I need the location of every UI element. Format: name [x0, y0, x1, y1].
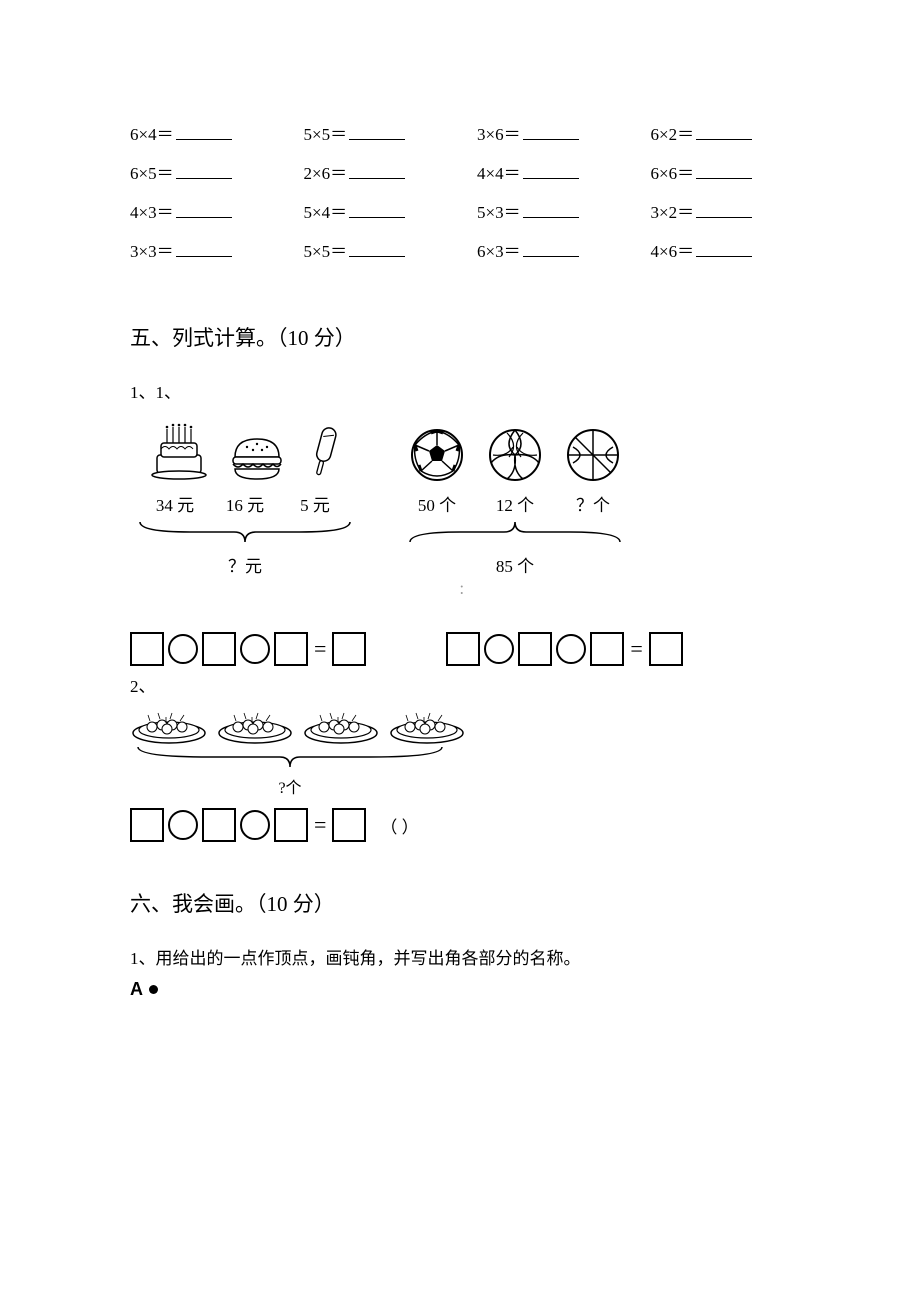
equation-cell: 6×2＝ [651, 120, 801, 145]
eq-boxes: = [446, 632, 682, 666]
equals-sign: = [314, 636, 326, 662]
box-icon [274, 632, 308, 666]
answer-blank[interactable] [176, 167, 232, 179]
equation-cell: 6×6＝ [651, 159, 801, 184]
box-icon [518, 632, 552, 666]
answer-blank[interactable] [523, 128, 579, 140]
right-items [409, 413, 621, 483]
box-icon [202, 808, 236, 842]
answer-blank[interactable] [696, 245, 752, 257]
sub-2-label: 2、 [130, 672, 800, 697]
problem-right: 50 个 12 个 ？个 85 个 [400, 413, 630, 577]
cake-icon [149, 415, 209, 483]
answer-blank[interactable] [523, 167, 579, 179]
plates-total: ?个 [130, 774, 450, 798]
section-6-title: 六、我会画。（10 分） [130, 888, 800, 918]
label: 34 元 [147, 491, 203, 516]
box-icon [332, 808, 366, 842]
equation-cell: 4×3＝ [130, 198, 280, 223]
left-items [149, 413, 341, 483]
label: 12 个 [487, 491, 543, 516]
circle-icon [556, 634, 586, 664]
equation-cell: 5×4＝ [304, 198, 454, 223]
equation-box-row: = = [130, 604, 800, 666]
answer-blank[interactable] [176, 206, 232, 218]
left-total: ？元 [228, 552, 262, 577]
circle-icon [240, 634, 270, 664]
circle-icon [240, 810, 270, 840]
equation-cell: 5×5＝ [304, 120, 454, 145]
answer-blank[interactable] [696, 206, 752, 218]
problem-row: 34 元 16 元 5 元 ？元 [130, 413, 800, 577]
burger-icon [229, 435, 285, 483]
plate-icon [130, 707, 208, 745]
equation-cell: 6×3＝ [477, 237, 627, 262]
popsicle-icon [305, 423, 341, 483]
equals-sign: = [314, 812, 326, 838]
sub-1-label: 1、1、 [130, 378, 800, 403]
plate-icon [302, 707, 380, 745]
section-5-title: 五、列式计算。（10 分） [130, 322, 800, 352]
box-icon [590, 632, 624, 666]
circle-icon [168, 634, 198, 664]
box-icon [130, 808, 164, 842]
problem-left: 34 元 16 元 5 元 ？元 [130, 413, 360, 577]
equation-cell: 4×6＝ [651, 237, 801, 262]
plates-row [130, 707, 800, 745]
volleyball-icon [487, 427, 543, 483]
answer-blank[interactable] [523, 245, 579, 257]
eq-boxes: = （ ） [130, 808, 800, 842]
left-labels: 34 元 16 元 5 元 [147, 491, 343, 516]
label: ？个 [565, 491, 621, 516]
label: 5 元 [287, 491, 343, 516]
answer-blank[interactable] [523, 206, 579, 218]
brace-icon [130, 745, 450, 769]
answer-blank[interactable] [349, 128, 405, 140]
paren-blank: （ ） [380, 813, 418, 838]
mid-mark: ： [130, 579, 800, 598]
equation-grid: 6×4＝ 5×5＝ 3×6＝ 6×2＝ 6×5＝ 2×6＝ 4×4＝ 6×6＝ 4×3＝ 5×4＝… [130, 120, 800, 262]
box-icon [274, 808, 308, 842]
box-icon [130, 632, 164, 666]
equation-cell: 3×3＝ [130, 237, 280, 262]
label: 50 个 [409, 491, 465, 516]
q6-1: 1、用给出的一点作顶点，画钝角，并写出角各部分的名称。 [130, 944, 800, 969]
brace-icon [400, 520, 630, 546]
equals-sign: = [630, 636, 642, 662]
brace-icon [130, 520, 360, 546]
box-icon [649, 632, 683, 666]
answer-blank[interactable] [696, 167, 752, 179]
plate-icon [388, 707, 466, 745]
equation-cell: 6×4＝ [130, 120, 280, 145]
right-total: 85 个 [496, 552, 534, 577]
answer-blank[interactable] [349, 206, 405, 218]
right-labels: 50 个 12 个 ？个 [409, 491, 621, 516]
box-icon [332, 632, 366, 666]
circle-icon [168, 810, 198, 840]
point-label: A [130, 979, 143, 1000]
answer-blank[interactable] [696, 128, 752, 140]
answer-blank[interactable] [349, 167, 405, 179]
equation-cell: 5×5＝ [304, 237, 454, 262]
equation-cell: 2×6＝ [304, 159, 454, 184]
soccer-icon [409, 427, 465, 483]
equation-cell: 3×2＝ [651, 198, 801, 223]
dot-icon [149, 985, 158, 994]
answer-blank[interactable] [176, 128, 232, 140]
box-icon [202, 632, 236, 666]
equation-cell: 3×6＝ [477, 120, 627, 145]
basketball-icon [565, 427, 621, 483]
answer-blank[interactable] [176, 245, 232, 257]
plate-icon [216, 707, 294, 745]
box-icon [446, 632, 480, 666]
answer-blank[interactable] [349, 245, 405, 257]
circle-icon [484, 634, 514, 664]
label: 16 元 [217, 491, 273, 516]
eq-boxes: = [130, 632, 366, 666]
equation-cell: 4×4＝ [477, 159, 627, 184]
point-a: A [130, 979, 800, 1000]
equation-cell: 6×5＝ [130, 159, 280, 184]
equation-cell: 5×3＝ [477, 198, 627, 223]
